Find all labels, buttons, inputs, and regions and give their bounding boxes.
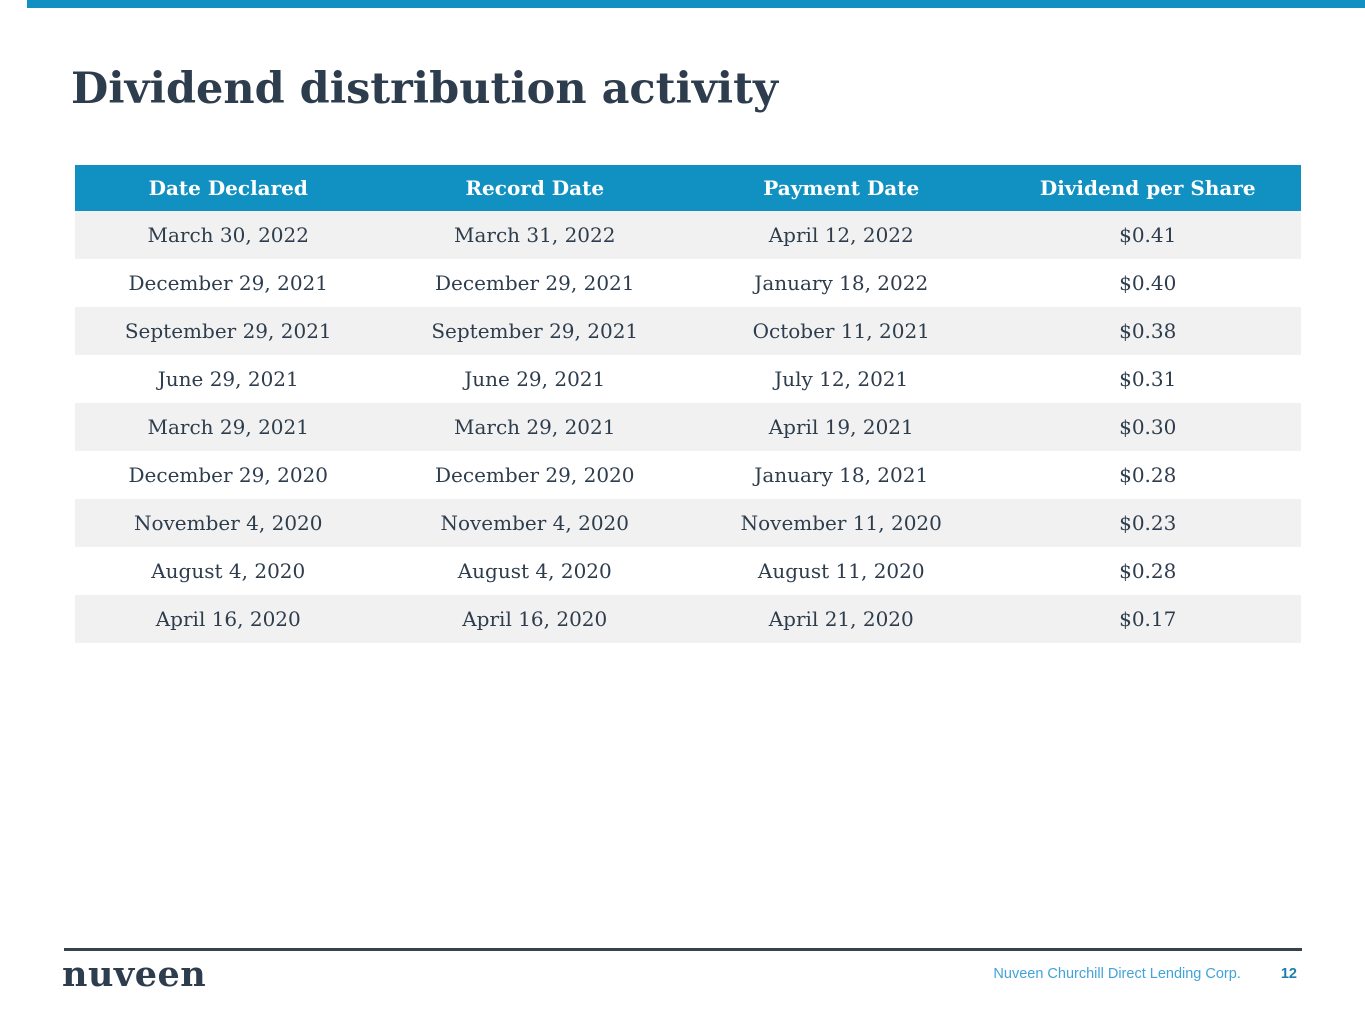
footer-page-number: 12 bbox=[1280, 966, 1297, 982]
table-cell: April 16, 2020 bbox=[155, 607, 301, 631]
table-cell: $0.23 bbox=[1119, 511, 1177, 535]
table-cell: December 29, 2020 bbox=[435, 463, 635, 487]
footer-right: Nuveen Churchill Direct Lending Corp. 12 bbox=[993, 966, 1297, 982]
table-cell: June 29, 2021 bbox=[157, 367, 299, 391]
table-row: June 29, 2021 June 29, 2021 July 12, 2021 $… bbox=[75, 355, 1301, 403]
table-cell: $0.28 bbox=[1119, 559, 1177, 583]
nuveen-logo: nuveen bbox=[62, 954, 207, 995]
footer-divider bbox=[64, 948, 1302, 951]
table-cell: $0.31 bbox=[1119, 367, 1177, 391]
table-row: December 29, 2021 December 29, 2021 Januar… bbox=[75, 259, 1301, 307]
table-cell: December 29, 2020 bbox=[128, 463, 329, 487]
table-cell: July 12, 2021 bbox=[774, 367, 909, 391]
table-body: March 30, 2022 March 31, 2022 April 12, 20… bbox=[75, 211, 1301, 643]
table-cell: November 11, 2020 bbox=[740, 511, 942, 535]
table-cell: April 12, 2022 bbox=[768, 223, 914, 247]
column-header-date-declared: Date Declared bbox=[148, 176, 308, 200]
table-cell: April 16, 2020 bbox=[462, 607, 608, 631]
table-cell: April 21, 2020 bbox=[768, 607, 914, 631]
table-cell: November 4, 2020 bbox=[440, 511, 630, 535]
table-cell: October 11, 2021 bbox=[752, 319, 930, 343]
table-cell: $0.28 bbox=[1119, 463, 1177, 487]
table-cell: $0.40 bbox=[1119, 271, 1177, 295]
column-header-record-date: Record Date bbox=[465, 176, 605, 200]
table-cell: March 29, 2021 bbox=[454, 415, 616, 439]
top-accent-bar bbox=[27, 0, 1365, 8]
table-cell: November 4, 2020 bbox=[133, 511, 323, 535]
table-cell: December 29, 2021 bbox=[128, 271, 329, 295]
table-row: April 16, 2020 April 16, 2020 April 21, 20… bbox=[75, 595, 1301, 643]
table-cell: $0.30 bbox=[1119, 415, 1177, 439]
column-header-payment-date: Payment Date bbox=[763, 176, 920, 200]
table-row: December 29, 2020 December 29, 2020 Januar… bbox=[75, 451, 1301, 499]
table-cell: $0.17 bbox=[1119, 607, 1177, 631]
dividend-distribution-table: Date Declared Record Date Payment Date Divi… bbox=[75, 165, 1301, 643]
table-cell: August 11, 2020 bbox=[757, 559, 925, 583]
table-row: March 29, 2021 March 29, 2021 April 19, 20… bbox=[75, 403, 1301, 451]
table-cell: December 29, 2021 bbox=[435, 271, 635, 295]
table-row: September 29, 2021 September 29, 2021 Octo… bbox=[75, 307, 1301, 355]
table-cell: March 31, 2022 bbox=[454, 223, 616, 247]
table-header-row: Date Declared Record Date Payment Date Divi… bbox=[75, 165, 1301, 211]
column-header-dividend-per-share: Dividend per Share bbox=[1039, 176, 1256, 200]
table-cell: September 29, 2021 bbox=[124, 319, 332, 343]
table-cell: April 19, 2021 bbox=[768, 415, 914, 439]
table-cell: August 4, 2020 bbox=[151, 559, 306, 583]
table-row: March 30, 2022 March 31, 2022 April 12, 20… bbox=[75, 211, 1301, 259]
table-cell: March 30, 2022 bbox=[147, 223, 309, 247]
table-row: August 4, 2020 August 4, 2020 August 11, 2… bbox=[75, 547, 1301, 595]
page-title: Dividend distribution activity bbox=[71, 64, 778, 114]
table-cell: March 29, 2021 bbox=[147, 415, 309, 439]
table-cell: $0.41 bbox=[1119, 223, 1177, 247]
footer-company-name: Nuveen Churchill Direct Lending Corp. bbox=[993, 966, 1241, 982]
table-row: November 4, 2020 November 4, 2020 November… bbox=[75, 499, 1301, 547]
table-cell: August 4, 2020 bbox=[457, 559, 612, 583]
table-cell: June 29, 2021 bbox=[464, 367, 606, 391]
table-cell: January 18, 2021 bbox=[754, 463, 929, 487]
table-cell: January 18, 2022 bbox=[754, 271, 929, 295]
table-cell: September 29, 2021 bbox=[431, 319, 639, 343]
table-cell: $0.38 bbox=[1119, 319, 1177, 343]
